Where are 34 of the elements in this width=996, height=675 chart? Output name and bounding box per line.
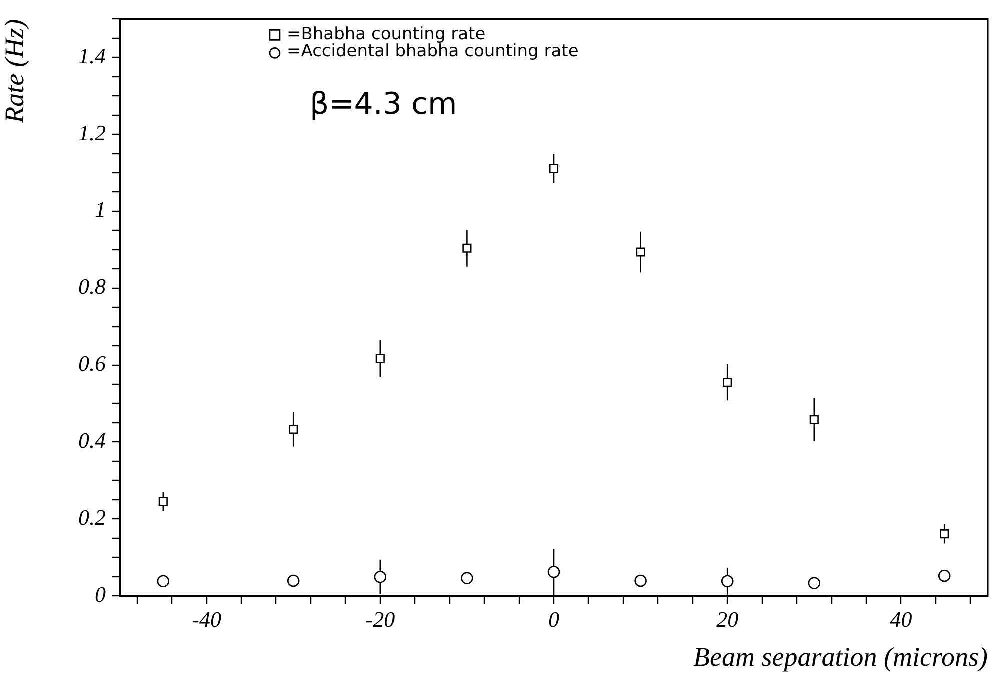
point: [723, 378, 732, 388]
x-axis-title: Beam separation (microns): [694, 642, 988, 672]
y-tick-label: 0.8: [78, 274, 106, 300]
x-tick-label: -40: [192, 606, 222, 632]
x-tick-label: 0: [548, 606, 560, 632]
x-tick-label: -20: [366, 606, 396, 632]
point: [158, 497, 168, 506]
point: [940, 530, 950, 539]
point: [634, 574, 647, 588]
annotation: β=4.3 cm: [310, 87, 458, 122]
y-tick-label: 1: [95, 197, 106, 222]
point: [636, 248, 646, 257]
point: [721, 575, 734, 588]
point: [462, 244, 472, 253]
point: [548, 566, 560, 578]
y-tick-label: 1.2: [78, 120, 106, 146]
point: [157, 575, 170, 588]
x-tick-label: 40: [890, 606, 912, 632]
y-tick-label: 0.2: [78, 504, 106, 530]
y-tick-label: 0.6: [78, 351, 106, 376]
point: [287, 574, 300, 588]
y-tick-label: 1.4: [78, 43, 106, 68]
y-tick-label: 0: [95, 582, 106, 607]
point: [374, 571, 387, 584]
point: [289, 424, 298, 434]
point: [549, 164, 559, 174]
y-axis-title: Rate (Hz): [0, 19, 30, 124]
point: [808, 577, 821, 590]
x-tick-label: 20: [716, 606, 739, 632]
point: [376, 354, 385, 364]
point: [461, 572, 474, 584]
y-tick-label: 0.4: [78, 428, 106, 453]
point: [938, 570, 951, 582]
point: [810, 415, 819, 424]
